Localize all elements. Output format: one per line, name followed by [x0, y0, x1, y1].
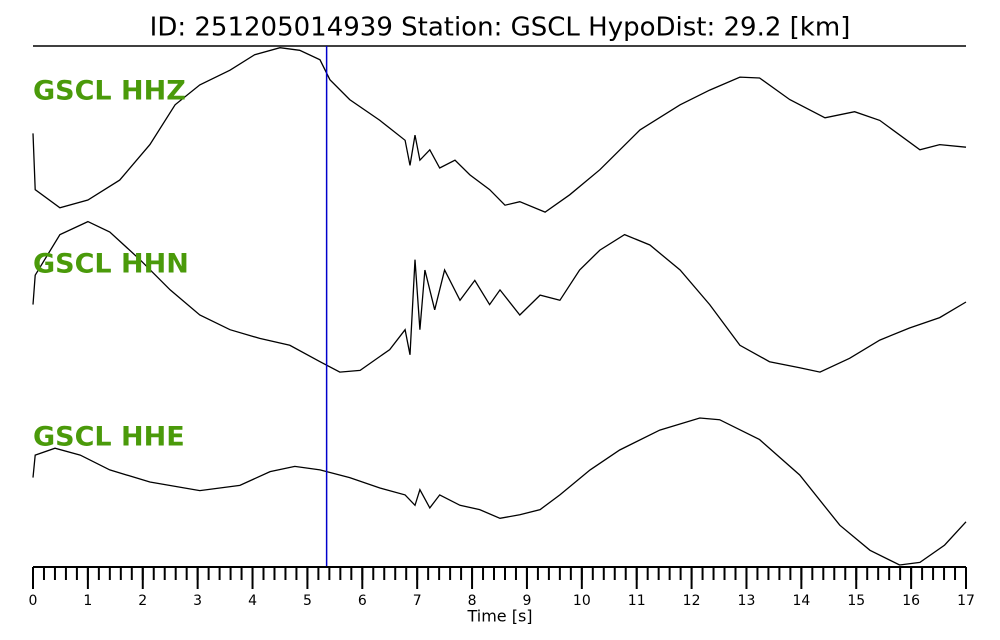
x-tick-label: 5: [303, 593, 312, 609]
x-tick-label: 16: [902, 593, 920, 609]
x-tick-label: 14: [792, 593, 810, 609]
x-tick-label: 3: [193, 593, 202, 609]
x-tick-label: 2: [138, 593, 147, 609]
x-tick-label: 17: [957, 593, 975, 609]
x-tick-label: 12: [683, 593, 701, 609]
x-axis-label: Time [s]: [466, 607, 532, 626]
x-tick-label: 11: [628, 593, 646, 609]
trace: [32, 220, 967, 373]
trace-label: GSCL HHN: [33, 249, 189, 280]
x-tick-label: 7: [413, 593, 422, 609]
x-tick-label: 9: [522, 593, 531, 609]
x-tick-label: 6: [358, 593, 367, 609]
chart-title: ID: 251205014939 Station: GSCL HypoDist:…: [150, 13, 851, 43]
trace-label: GSCL HHE: [33, 422, 185, 453]
x-tick-label: 15: [847, 593, 865, 609]
x-tick-label: 1: [83, 593, 92, 609]
trace: [32, 47, 967, 213]
x-tick-label: 4: [248, 593, 257, 609]
x-tick-label: 0: [29, 593, 38, 609]
trace: [32, 417, 967, 566]
x-tick-label: 8: [468, 593, 477, 609]
trace-label: GSCL HHZ: [33, 76, 186, 107]
x-tick-label: 10: [573, 593, 591, 609]
x-tick-label: 13: [738, 593, 756, 609]
